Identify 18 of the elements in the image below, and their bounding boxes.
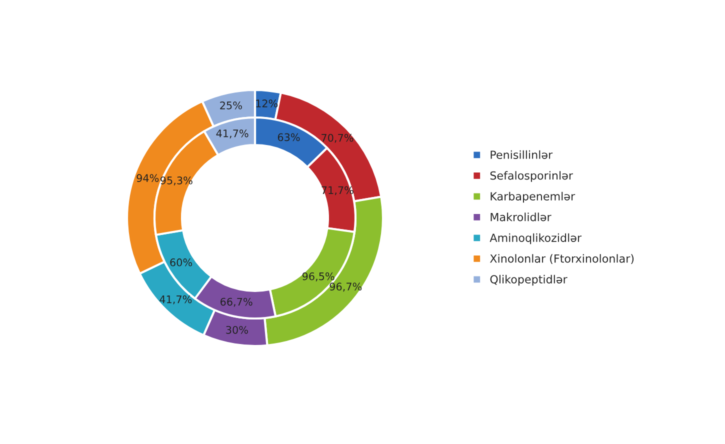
data-label: 60% (170, 258, 192, 266)
data-label: 63% (278, 133, 300, 142)
data-label: 66,7% (220, 298, 252, 307)
data-label: 25% (220, 101, 242, 110)
data-label: 96,5% (302, 272, 334, 282)
legend-label: Qlikopeptidlər (490, 274, 568, 286)
data-label: 94% (136, 174, 159, 182)
data-label: 30% (226, 326, 248, 334)
legend-label: Aminoqlikozidlər (490, 233, 582, 244)
data-label: 41,7% (216, 129, 248, 138)
data-label: 70,7% (322, 134, 354, 143)
data-label: 12% (256, 99, 278, 108)
legend-label: Makrolidlər (490, 212, 552, 222)
legend-label: Karbapenemlər (490, 192, 576, 203)
data-label: 41,7% (160, 295, 192, 304)
legend-label: Xinolonlar (Ftorxinolonlar) (490, 254, 634, 264)
legend-label: Penisillinlər (490, 150, 553, 159)
legend-label: Sefalosporinlər (490, 171, 573, 182)
